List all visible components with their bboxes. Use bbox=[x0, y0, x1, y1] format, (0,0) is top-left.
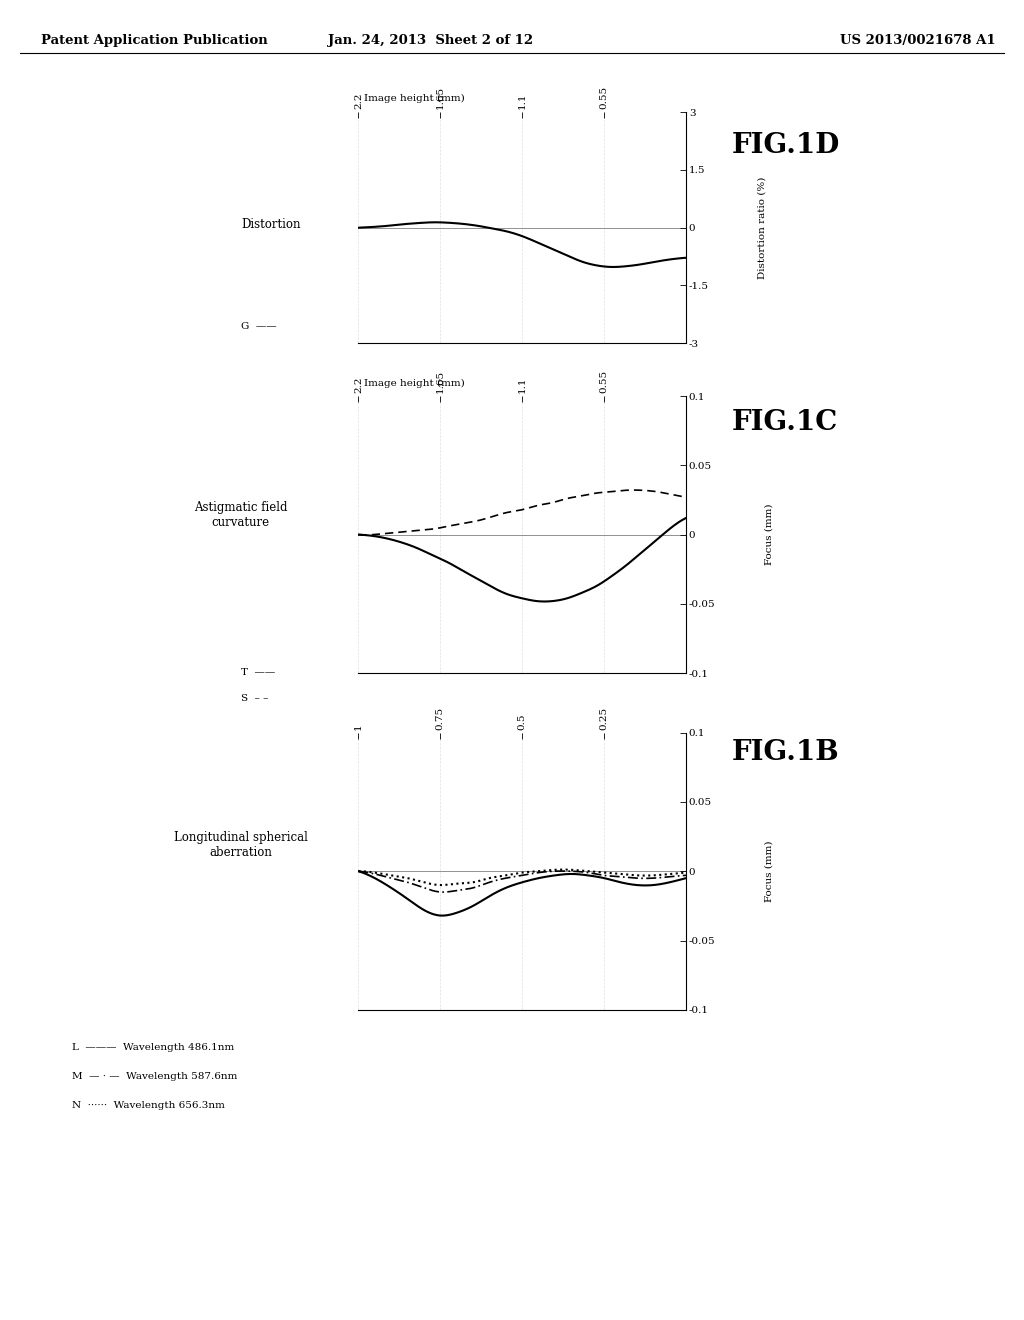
Text: Astigmatic field
curvature: Astigmatic field curvature bbox=[194, 500, 288, 529]
Text: FIG.1B: FIG.1B bbox=[732, 739, 840, 766]
Text: US 2013/0021678 A1: US 2013/0021678 A1 bbox=[840, 34, 995, 48]
Text: FIG.1D: FIG.1D bbox=[732, 132, 841, 158]
Text: Image height (mm): Image height (mm) bbox=[364, 94, 464, 103]
Y-axis label: Distortion ratio (%): Distortion ratio (%) bbox=[758, 177, 767, 279]
Text: FIG.1C: FIG.1C bbox=[732, 409, 839, 436]
Text: Patent Application Publication: Patent Application Publication bbox=[41, 34, 267, 48]
Text: S  – –: S – – bbox=[241, 694, 268, 704]
Text: Jan. 24, 2013  Sheet 2 of 12: Jan. 24, 2013 Sheet 2 of 12 bbox=[328, 34, 532, 48]
Text: Longitudinal spherical
aberration: Longitudinal spherical aberration bbox=[174, 830, 307, 859]
Text: Distortion: Distortion bbox=[242, 218, 301, 231]
Text: N  ······  Wavelength 656.3nm: N ······ Wavelength 656.3nm bbox=[72, 1101, 224, 1110]
Text: T  ——: T —— bbox=[241, 668, 274, 677]
Text: M  — · —  Wavelength 587.6nm: M — · — Wavelength 587.6nm bbox=[72, 1072, 237, 1081]
Text: Image height (mm): Image height (mm) bbox=[364, 379, 464, 388]
Text: L  ———  Wavelength 486.1nm: L ——— Wavelength 486.1nm bbox=[72, 1043, 233, 1052]
Y-axis label: Focus (mm): Focus (mm) bbox=[764, 841, 773, 902]
Text: G  ——: G —— bbox=[241, 322, 276, 331]
Y-axis label: Focus (mm): Focus (mm) bbox=[764, 504, 773, 565]
